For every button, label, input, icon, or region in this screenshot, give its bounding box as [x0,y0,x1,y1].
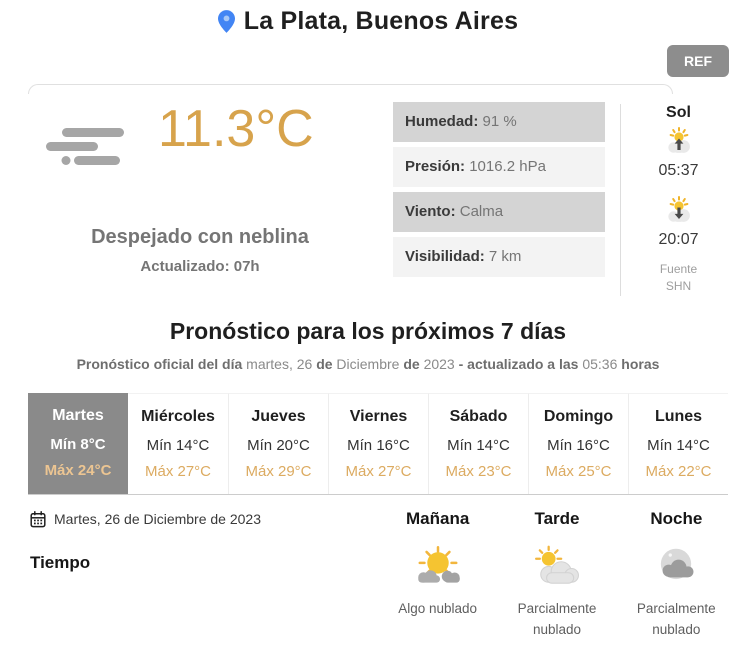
day-column-viernes[interactable]: Viernes Mín 16°C Máx 27°C [328,393,428,494]
day-min-temp: Mín 14°C [647,437,710,454]
period-header-tarde: Tarde [534,509,580,528]
current-condition-text: Despejado con neblina [91,226,309,248]
current-summary: 11.3°C Despejado con neblina Actualizado… [40,102,360,296]
day-name: Domingo [543,408,614,425]
day-max-temp: Máx 23°C [445,463,512,480]
subtitle-segment: Pronóstico oficial del día [76,356,243,372]
day-min-temp: Mín 14°C [447,437,510,454]
selected-date-cell: Martes, 26 de Diciembre de 2023 [0,510,378,528]
sunrise-icon [621,127,736,160]
day-max-temp: Máx 29°C [245,463,312,480]
detail-row-pressure: Presión: 1016.2 hPa [393,147,605,187]
day-column-sabado[interactable]: Sábado Mín 14°C Máx 23°C [428,393,528,494]
detail-row-visibility: Visibilidad: 7 km [393,237,605,277]
ref-button[interactable]: REF [667,45,729,77]
subtitle-segment: 05:36 [578,356,622,372]
subtitle-segment: horas [621,356,660,372]
forecast-title: Pronóstico para los próximos 7 días [169,318,567,344]
detail-row-wind: Viento: Calma [393,192,605,232]
day-min-temp: Mín 20°C [247,437,310,454]
condition-cell-manana: Algo nublado [378,545,497,641]
condition-cell-tarde: Parcialmente nublado [497,545,616,641]
subtitle-segment: de [316,356,333,372]
last-updated-text: Actualizado: 07h [140,258,260,275]
day-column-domingo[interactable]: Domingo Mín 16°C Máx 25°C [528,393,628,494]
detail-label: Humedad: [405,113,479,130]
day-min-temp: Mín 16°C [347,437,410,454]
page-title: La Plata, Buenos Aires [243,7,519,35]
day-max-temp: Máx 25°C [545,463,612,480]
day-name: Martes [52,407,104,424]
day-column-jueves[interactable]: Jueves Mín 20°C Máx 29°C [228,393,328,494]
condition-label: Algo nublado [398,601,478,616]
sunset-icon [621,196,736,229]
day-name: Sábado [449,408,508,425]
header: La Plata, Buenos Aires REF [0,0,736,84]
subtitle-segment: Diciembre [332,356,404,372]
day-detail-weather-row: Tiempo [0,545,736,641]
day-detail-header: Martes, 26 de Diciembre de 2023 Mañana T… [0,509,736,529]
day-max-temp: Máx 24°C [44,462,112,479]
detail-label: Viento: [405,203,456,220]
detail-label: Visibilidad: [405,248,485,265]
day-column-martes[interactable]: Martes Mín 8°C Máx 24°C [28,393,128,494]
day-name: Viernes [349,408,408,425]
day-column-lunes[interactable]: Lunes Mín 14°C Máx 22°C [628,393,728,494]
sun-behind-cloud-icon [532,545,582,587]
location-pin-icon [217,10,235,33]
forecast-day-table: Martes Mín 8°C Máx 24°C Miércoles Mín 14… [28,393,728,495]
day-name: Miércoles [141,408,215,425]
condition-label: Parcialmente nublado [517,601,597,637]
day-max-temp: Máx 27°C [144,463,212,480]
day-min-temp: Mín 8°C [50,436,106,453]
day-name: Jueves [251,408,306,425]
day-min-temp: Mín 16°C [547,437,610,454]
weather-details-list: Humedad: 91 % Presión: 1016.2 hPa Viento… [393,102,605,296]
sun-with-clouds-icon [413,545,463,587]
condition-label: Parcialmente nublado [636,601,716,637]
detail-value: 91 % [482,113,517,130]
subtitle-segment: 2023 [419,356,459,372]
vertical-divider [620,104,621,296]
subtitle-segment: - actualizado a las [458,356,579,372]
detail-value: Calma [459,203,504,220]
sun-source-line1: Fuente [659,262,698,276]
detail-label: Presión: [405,158,466,175]
moon-behind-cloud-icon [653,545,699,587]
sunrise-time: 05:37 [658,162,699,179]
fog-icon [40,120,130,180]
day-min-temp: Mín 14°C [146,437,210,454]
detail-row-humidity: Humedad: 91 % [393,102,605,142]
day-max-temp: Máx 22°C [645,463,712,480]
sun-panel: Sol 05:37 [621,102,736,296]
forecast-subtitle: Pronóstico oficial del día martes, 26 de… [0,356,736,372]
day-max-temp: Máx 27°C [345,463,412,480]
current-temperature: 11.3°C [158,100,314,158]
sun-source-line2: SHN [665,279,692,294]
current-conditions: 11.3°C Despejado con neblina Actualizado… [0,94,736,296]
detail-value: 1016.2 hPa [469,158,546,175]
period-header-manana: Mañana [406,509,470,528]
location-title-row: La Plata, Buenos Aires [0,0,736,36]
condition-cell-noche: Parcialmente nublado [617,545,736,641]
sun-panel-title: Sol [666,104,691,121]
day-column-miercoles[interactable]: Miércoles Mín 14°C Máx 27°C [128,393,228,494]
card-top-border [28,84,673,94]
period-header-noche: Noche [650,509,703,528]
calendar-icon [30,510,46,528]
detail-value: 7 km [488,248,522,265]
selected-date-text: Martes, 26 de Diciembre de 2023 [54,511,261,527]
subtitle-segment: martes, 26 [242,356,317,372]
day-name: Lunes [654,408,703,425]
sun-source: Fuente SHN [621,261,736,296]
subtitle-segment: de [403,356,420,372]
sunset-time: 20:07 [658,231,699,248]
weather-row-label: Tiempo [30,553,91,572]
